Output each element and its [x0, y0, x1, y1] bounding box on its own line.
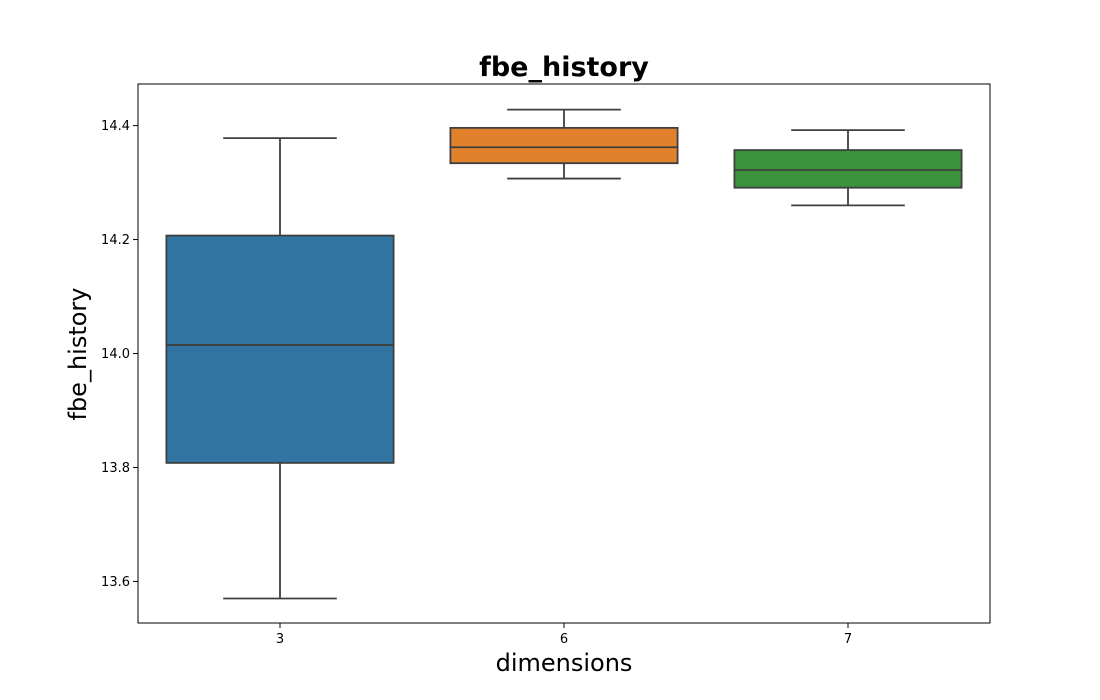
- y-axis-label: fbe_history: [64, 288, 92, 421]
- plot-area: 13.6 13.8 14.0 14.2 14.4 3 6 7: [101, 83, 991, 647]
- x-tick-label: 3: [276, 632, 284, 647]
- y-tick-label: 14.2: [101, 233, 130, 248]
- y-tick-label: 14.0: [101, 347, 130, 362]
- box-category-7: [733, 149, 963, 189]
- x-axis-label: dimensions: [496, 649, 633, 677]
- y-tick-label: 13.8: [101, 461, 130, 476]
- box-category-6: [449, 126, 679, 165]
- x-tick-label: 6: [560, 632, 568, 647]
- chart-title: fbe_history: [479, 52, 649, 83]
- y-tick-label: 13.6: [101, 575, 130, 590]
- x-tick-label: 7: [844, 632, 852, 647]
- y-tick-label: 14.4: [101, 119, 130, 134]
- box-category-3: [165, 234, 395, 464]
